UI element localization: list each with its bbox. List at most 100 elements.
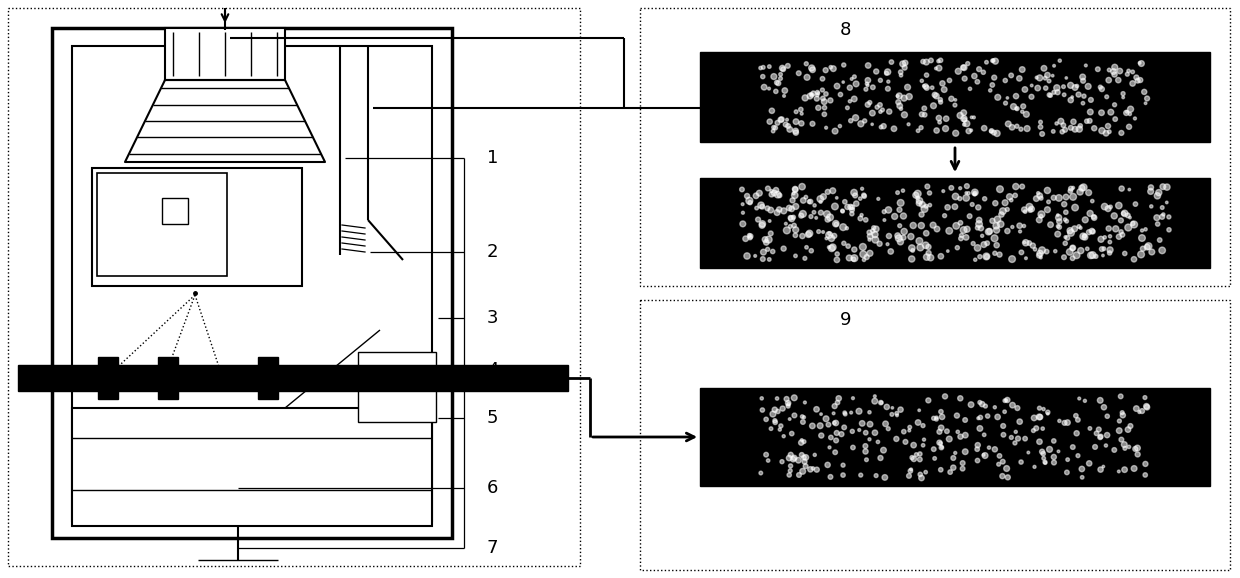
Point (1007, 104, 1027, 113)
Point (1044, 436, 1064, 446)
Point (748, 215, 768, 224)
Point (996, 76, 1016, 85)
Point (956, 188, 976, 198)
Point (1112, 184, 1132, 193)
Point (955, 416, 975, 425)
Point (1032, 447, 1052, 456)
Point (825, 127, 844, 136)
Point (926, 64, 946, 73)
Point (1044, 61, 1064, 71)
Point (916, 71, 936, 80)
Point (1121, 105, 1141, 114)
Point (1084, 213, 1104, 223)
Point (797, 73, 817, 82)
Point (1136, 460, 1156, 469)
Point (894, 110, 914, 120)
Point (1035, 457, 1055, 466)
Point (1079, 188, 1099, 197)
Point (807, 88, 827, 97)
Point (825, 402, 844, 411)
Point (1099, 224, 1118, 233)
Point (890, 101, 910, 110)
Point (807, 91, 827, 100)
Point (1137, 403, 1157, 412)
Bar (640, 300, 1230, 570)
Point (1063, 243, 1083, 253)
Point (1092, 244, 1112, 254)
Point (802, 421, 822, 431)
Point (1141, 202, 1161, 211)
Point (957, 181, 977, 191)
Point (1038, 409, 1058, 418)
Point (863, 83, 883, 92)
Point (1016, 85, 1035, 94)
Point (1009, 417, 1029, 427)
Point (894, 233, 914, 242)
Point (967, 456, 987, 465)
Point (1028, 83, 1048, 92)
Bar (97, 173, 227, 276)
Point (837, 224, 857, 233)
Point (937, 246, 957, 255)
Point (1074, 91, 1094, 101)
Point (1142, 247, 1162, 257)
Point (789, 69, 808, 78)
Point (932, 443, 952, 452)
Point (795, 93, 815, 102)
Point (993, 421, 1013, 431)
Point (866, 230, 885, 239)
Point (1038, 407, 1058, 417)
Point (847, 199, 867, 208)
Point (951, 234, 971, 243)
Point (1132, 406, 1152, 416)
Point (1105, 445, 1125, 454)
Point (1029, 191, 1049, 201)
Point (816, 414, 836, 424)
Point (877, 69, 897, 78)
Point (1018, 448, 1038, 457)
Point (1131, 76, 1151, 85)
Point (1070, 121, 1090, 131)
Point (833, 470, 853, 480)
Point (1058, 418, 1078, 427)
Point (1078, 244, 1097, 253)
Point (756, 415, 776, 424)
Point (976, 402, 996, 411)
Point (1105, 70, 1125, 79)
Point (901, 243, 921, 253)
Point (784, 454, 804, 464)
Point (1104, 67, 1123, 76)
Point (882, 57, 901, 66)
Point (992, 210, 1012, 219)
Point (1027, 424, 1047, 433)
Point (967, 223, 987, 232)
Point (909, 406, 929, 415)
Point (920, 188, 940, 198)
Point (1111, 227, 1131, 236)
Point (791, 105, 811, 114)
Point (815, 97, 835, 106)
Point (1087, 65, 1107, 74)
Point (1091, 235, 1111, 244)
Point (806, 405, 826, 414)
Bar (701, 388, 1210, 486)
Point (908, 193, 928, 202)
Point (884, 124, 904, 134)
Point (777, 226, 797, 235)
Point (1099, 121, 1118, 131)
Point (1127, 443, 1147, 453)
Point (1070, 187, 1090, 197)
Point (935, 211, 955, 220)
Point (971, 224, 991, 233)
Point (878, 77, 898, 86)
Point (898, 83, 918, 92)
Point (961, 125, 981, 135)
Point (816, 90, 836, 99)
Point (1152, 212, 1172, 221)
Point (931, 55, 951, 65)
Point (894, 427, 914, 436)
Point (1023, 426, 1043, 435)
Point (956, 233, 976, 242)
Point (1063, 442, 1083, 451)
Point (768, 394, 787, 403)
